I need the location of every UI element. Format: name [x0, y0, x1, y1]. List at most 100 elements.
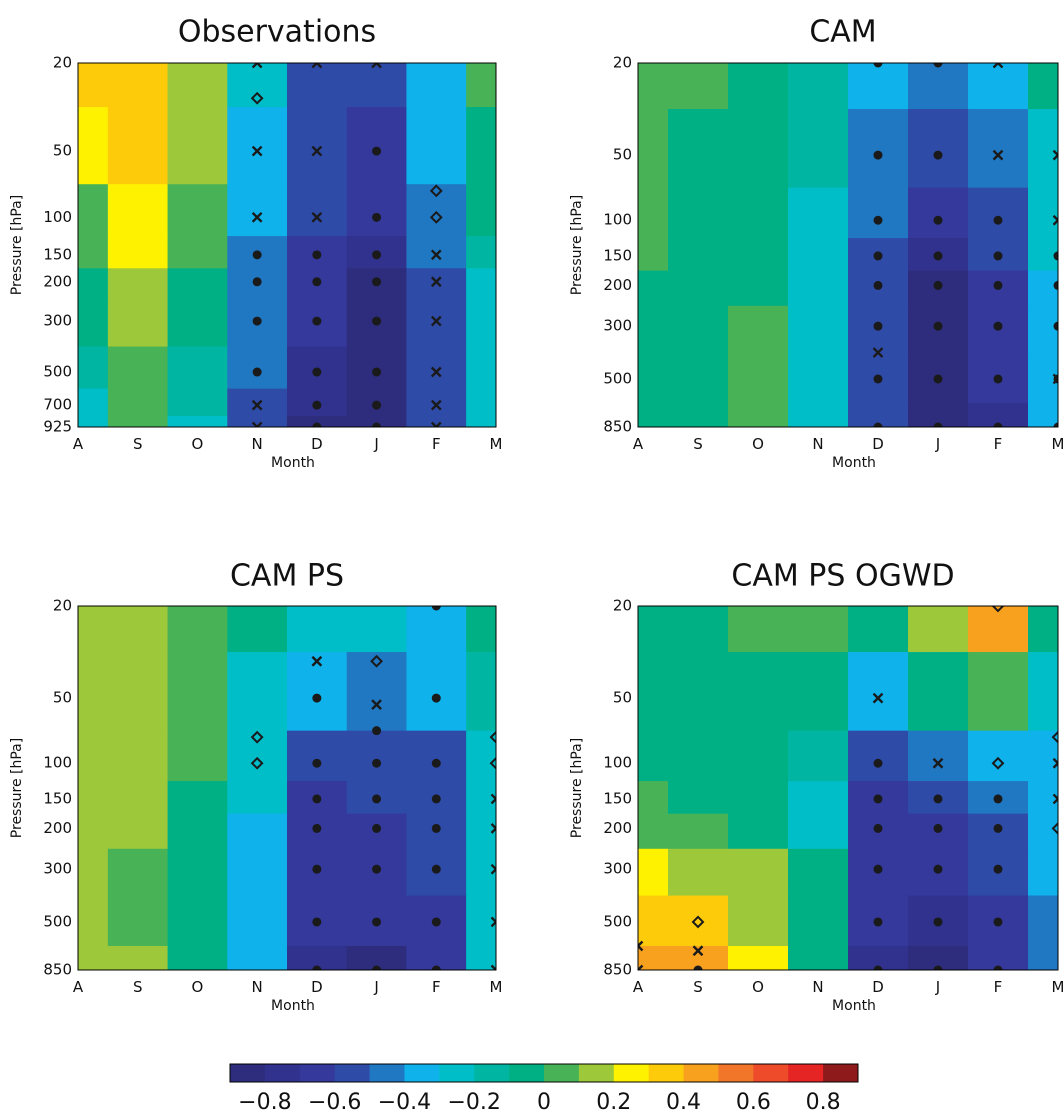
- cell: [287, 184, 348, 237]
- cell: [668, 895, 729, 947]
- cell: [406, 652, 467, 732]
- sig-dot: [312, 367, 322, 377]
- cell: [466, 107, 496, 185]
- cell: [1028, 238, 1058, 272]
- sig-dot: [933, 422, 943, 427]
- x-tick-label: M: [1052, 435, 1063, 453]
- cell: [107, 781, 169, 815]
- cell: [788, 238, 849, 272]
- sig-dot: [312, 693, 322, 703]
- cell: [788, 606, 849, 653]
- sig-cross: [251, 63, 263, 69]
- cell: [346, 107, 408, 185]
- cell: [78, 268, 109, 303]
- x-tick-label: J: [373, 435, 378, 453]
- cell: [227, 63, 288, 108]
- sig-dot: [933, 251, 943, 261]
- sig-dot: [1053, 251, 1058, 261]
- sig-dot: [933, 63, 943, 68]
- cell: [638, 606, 669, 653]
- cell: [848, 606, 909, 653]
- cell: [638, 895, 669, 947]
- x-tick-label: D: [311, 978, 323, 996]
- cell: [668, 848, 729, 897]
- cell: [638, 187, 669, 239]
- sig-dot: [372, 400, 382, 410]
- cell: [728, 187, 789, 239]
- x-tick-label: O: [752, 435, 764, 453]
- sig-diamond: [1051, 730, 1058, 744]
- sig-cross: [251, 399, 263, 411]
- cell: [968, 109, 1029, 189]
- y-tick-label: 100: [603, 211, 632, 229]
- cell: [167, 945, 228, 970]
- sig-cross: [371, 699, 382, 710]
- colorbar-swatch: [334, 1064, 371, 1082]
- sig-dot: [873, 251, 883, 261]
- sig-dot: [372, 917, 382, 927]
- sig-cross: [1052, 214, 1058, 226]
- colorbar-swatch: [230, 1064, 266, 1082]
- sig-cross: [490, 863, 496, 875]
- x-tick-label: D: [311, 435, 323, 453]
- sig-dot: [993, 864, 1003, 874]
- sig-dot: [372, 316, 382, 326]
- colorbar-swatch: [683, 1064, 719, 1082]
- contour-field: [78, 606, 496, 970]
- cell: [107, 848, 169, 897]
- cell: [638, 945, 669, 970]
- cell: [406, 416, 467, 427]
- cell: [167, 895, 228, 947]
- sig-dot: [312, 250, 322, 260]
- cell: [167, 236, 228, 269]
- sig-dot: [312, 917, 322, 927]
- sig-dot: [431, 758, 441, 768]
- colorbar-swatch: [823, 1064, 859, 1082]
- cell: [78, 652, 109, 732]
- cell: [668, 606, 729, 653]
- colorbar-swatch: [753, 1064, 789, 1082]
- cell: [728, 730, 789, 782]
- cell: [466, 388, 496, 417]
- cell: [227, 730, 288, 782]
- sig-cross: [1052, 149, 1058, 161]
- cell: [466, 236, 496, 269]
- cell: [466, 781, 496, 815]
- significance-markers: [250, 63, 443, 427]
- cell: [788, 730, 849, 782]
- cell: [78, 107, 109, 185]
- colorbar-swatch: [369, 1064, 405, 1082]
- cell: [406, 268, 467, 303]
- x-tick-label: J: [373, 978, 378, 996]
- plot-frame: [77, 62, 497, 428]
- x-tick-label: M: [490, 978, 503, 996]
- sig-dot: [372, 758, 382, 768]
- x-tick-label: F: [432, 978, 441, 996]
- cell: [406, 184, 467, 237]
- cell: [346, 416, 408, 427]
- cell: [968, 730, 1029, 782]
- sig-cross: [872, 347, 884, 358]
- y-tick-label: 500: [603, 912, 632, 930]
- colorbar-swatch: [788, 1064, 824, 1082]
- cell: [287, 63, 348, 108]
- cell: [78, 63, 109, 108]
- cell: [1028, 402, 1058, 427]
- cell: [908, 63, 969, 110]
- x-tick-label: J: [935, 978, 940, 996]
- sig-diamond: [370, 654, 383, 668]
- cell: [1028, 781, 1058, 815]
- cell: [107, 813, 169, 850]
- sig-dot: [993, 251, 1003, 261]
- sig-dot: [873, 280, 883, 290]
- sig-cross: [251, 421, 263, 427]
- cell: [107, 416, 169, 427]
- cell: [668, 187, 729, 239]
- sig-dot: [873, 758, 883, 768]
- cell: [167, 813, 228, 850]
- sig-dot: [312, 400, 322, 410]
- sig-cross: [490, 823, 496, 834]
